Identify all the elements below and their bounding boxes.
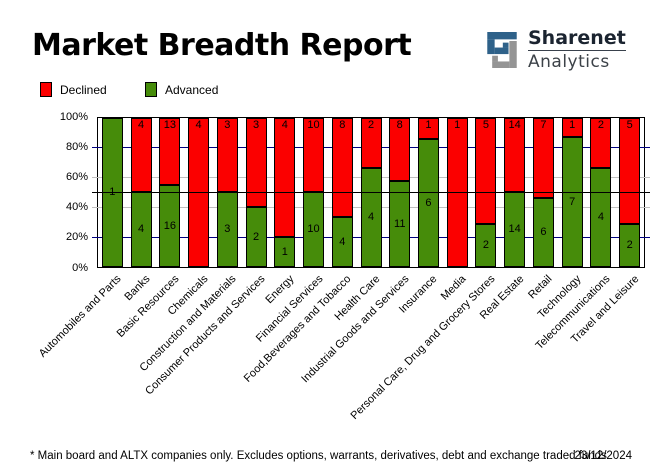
bar-declined-segment (561, 118, 583, 137)
advanced-value-label: 4 (597, 211, 604, 223)
fifty-percent-line (92, 192, 650, 193)
footer-note: * Main board and ALTX companies only. Ex… (30, 450, 607, 462)
sharenet-logo: Sharenet Analytics (484, 27, 626, 73)
declined-legend-label: Declined (60, 83, 107, 97)
bar-declined-segment (532, 118, 554, 198)
declined-value-label: 3 (224, 119, 231, 131)
advanced-value-label: 6 (425, 196, 432, 209)
advanced-value-label: 16 (163, 219, 176, 232)
declined-value-label: 10 (307, 119, 320, 131)
y-axis-label: 40% (65, 201, 88, 214)
advanced-value-label: 3 (224, 223, 231, 235)
declined-value-label: 5 (482, 119, 489, 131)
declined-value-label: 4 (281, 119, 288, 131)
bar-declined-segment (130, 118, 152, 192)
bar-advanced-segment (245, 207, 267, 267)
bar-advanced-segment (389, 181, 411, 267)
declined-value-label: 1 (454, 119, 461, 131)
advanced-value-label: 2 (626, 239, 633, 251)
y-axis-label: 20% (65, 231, 88, 244)
logo-sub-name: Analytics (528, 52, 610, 72)
advanced-value-label: 7 (569, 195, 576, 208)
declined-value-label: 1 (569, 119, 576, 131)
declined-value-label: 13 (163, 119, 176, 131)
bar-declined-segment (504, 118, 526, 192)
advanced-value-label: 4 (339, 235, 346, 248)
logo-text: Sharenet Analytics (528, 27, 626, 72)
advanced-legend-label: Advanced (165, 83, 219, 97)
logo-brand-name: Sharenet (528, 27, 626, 49)
declined-value-label: 8 (396, 119, 403, 131)
bar-declined-segment (619, 118, 641, 224)
bar-advanced-segment (532, 198, 554, 267)
advanced-value-label: 10 (307, 223, 320, 235)
bar-declined-segment (331, 118, 353, 217)
footer-date: 23/12/2024 (574, 450, 632, 462)
bar-declined-segment (475, 118, 497, 224)
bar-declined-segment (590, 118, 612, 168)
bar-advanced-segment (274, 237, 296, 267)
bar-10: 8 11 (389, 118, 411, 267)
bar-7: 10 10 (303, 118, 325, 267)
bar-advanced-segment (561, 137, 583, 267)
bar-advanced-segment (417, 139, 439, 267)
declined-value-label: 1 (425, 119, 432, 131)
declined-value-label: 5 (626, 119, 633, 131)
bar-advanced-segment (159, 185, 181, 267)
bar-advanced-segment (475, 224, 497, 267)
bar-declined-segment (303, 118, 325, 192)
page-title: Market Breadth Report (32, 28, 412, 63)
bar-declined-segment (417, 118, 439, 139)
bar-2: 13 16 (159, 118, 181, 267)
declined-legend-swatch (40, 82, 52, 97)
chart-legend: Declined Advanced (0, 80, 655, 100)
y-axis-label: 80% (65, 140, 88, 153)
advanced-value-label: 4 (138, 223, 145, 235)
bar-declined-segment (245, 118, 267, 207)
bar-declined-segment (159, 118, 181, 185)
bar-declined-segment (360, 118, 382, 168)
declined-value-label: 14 (508, 119, 521, 131)
declined-value-label: 8 (339, 119, 346, 131)
bar-advanced-segment (619, 224, 641, 267)
sharenet-logo-icon (487, 32, 517, 68)
advanced-legend-swatch (145, 82, 157, 97)
declined-value-label: 4 (195, 119, 202, 131)
declined-value-label: 3 (252, 119, 260, 131)
y-axis-label: 0% (72, 261, 88, 274)
plot-area: 1441316433324110108424811161521414761724… (92, 117, 650, 268)
declined-value-label: 4 (138, 119, 145, 131)
declined-value-label: 2 (367, 119, 375, 131)
bar-declined-segment (216, 118, 238, 192)
declined-value-label: 2 (597, 119, 604, 131)
advanced-value-label: 2 (482, 239, 489, 251)
bar-declined-segment (389, 118, 411, 181)
advanced-value-label: 2 (252, 230, 260, 243)
advanced-value-label: 1 (281, 245, 288, 258)
declined-value-label: 7 (540, 119, 547, 131)
bar-declined-segment (274, 118, 296, 237)
advanced-value-label: 6 (540, 226, 547, 238)
advanced-value-label: 4 (367, 211, 375, 223)
bar-advanced-segment (331, 217, 353, 267)
advanced-value-label: 14 (508, 223, 521, 235)
y-axis-label: 100% (59, 110, 88, 123)
y-axis-label: 60% (65, 170, 88, 183)
logo-divider (528, 50, 626, 51)
advanced-value-label: 11 (394, 217, 406, 230)
